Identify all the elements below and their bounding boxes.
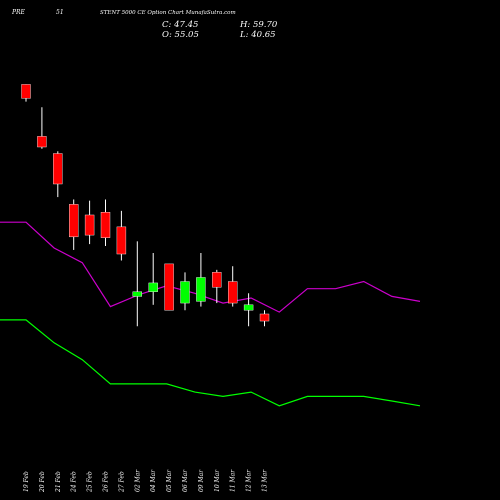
x-tick-label: 06 Mar — [182, 469, 189, 492]
candles — [21, 84, 270, 327]
header-description: STENT 5000 CE Option Chart MunafaSutra.c… — [100, 10, 236, 16]
band-lines — [0, 221, 421, 407]
candle-body — [259, 313, 270, 322]
candle-body — [100, 212, 111, 238]
upper-band-line — [0, 319, 421, 407]
x-axis-ticks: 19 Feb 20 Feb 21 Feb 24 Feb 25 Feb 26 Feb 27 F… — [23, 469, 269, 493]
x-tick-label: 02 Mar — [134, 469, 141, 492]
lower-band-line — [0, 221, 421, 313]
x-tick-label: 09 Mar — [198, 469, 205, 492]
x-tick-label: 19 Feb — [23, 471, 30, 492]
candle-body — [180, 281, 190, 304]
candle-body — [53, 153, 63, 185]
x-tick-label: 25 Feb — [87, 471, 94, 493]
x-tick-label: 05 Mar — [166, 469, 173, 492]
candle-body — [212, 272, 222, 288]
x-tick-label: 11 Mar — [230, 469, 237, 492]
header-high: H: 59.70 — [239, 20, 278, 30]
header-close: C: 47.45 — [162, 20, 198, 30]
candle-body — [68, 204, 79, 238]
header-symbol: PRE — [11, 9, 26, 16]
header-open: O: 55.05 — [162, 30, 199, 40]
candle-body — [243, 304, 254, 311]
candle-body — [21, 84, 31, 99]
header-low: L: 40.65 — [239, 30, 276, 40]
candle-body — [148, 282, 158, 292]
header-strike: 51 — [56, 9, 64, 16]
candle-body — [227, 281, 238, 304]
x-tick-label: 24 Feb — [71, 471, 78, 493]
candle-body — [116, 226, 127, 255]
candle-body — [132, 291, 143, 297]
x-tick-label: 12 Mar — [246, 469, 253, 492]
x-tick-label: 10 Mar — [214, 469, 221, 492]
x-tick-label: 27 Feb — [118, 471, 125, 493]
candle-body — [196, 277, 206, 302]
x-tick-label: 13 Mar — [262, 469, 269, 492]
candle-body — [164, 263, 174, 311]
x-tick-label: 21 Feb — [55, 471, 62, 493]
x-tick-label: 20 Feb — [39, 471, 46, 493]
candle-body — [84, 214, 95, 236]
x-tick-label: 04 Mar — [150, 469, 157, 492]
candle-body — [37, 136, 47, 148]
x-tick-label: 26 Feb — [103, 471, 110, 493]
